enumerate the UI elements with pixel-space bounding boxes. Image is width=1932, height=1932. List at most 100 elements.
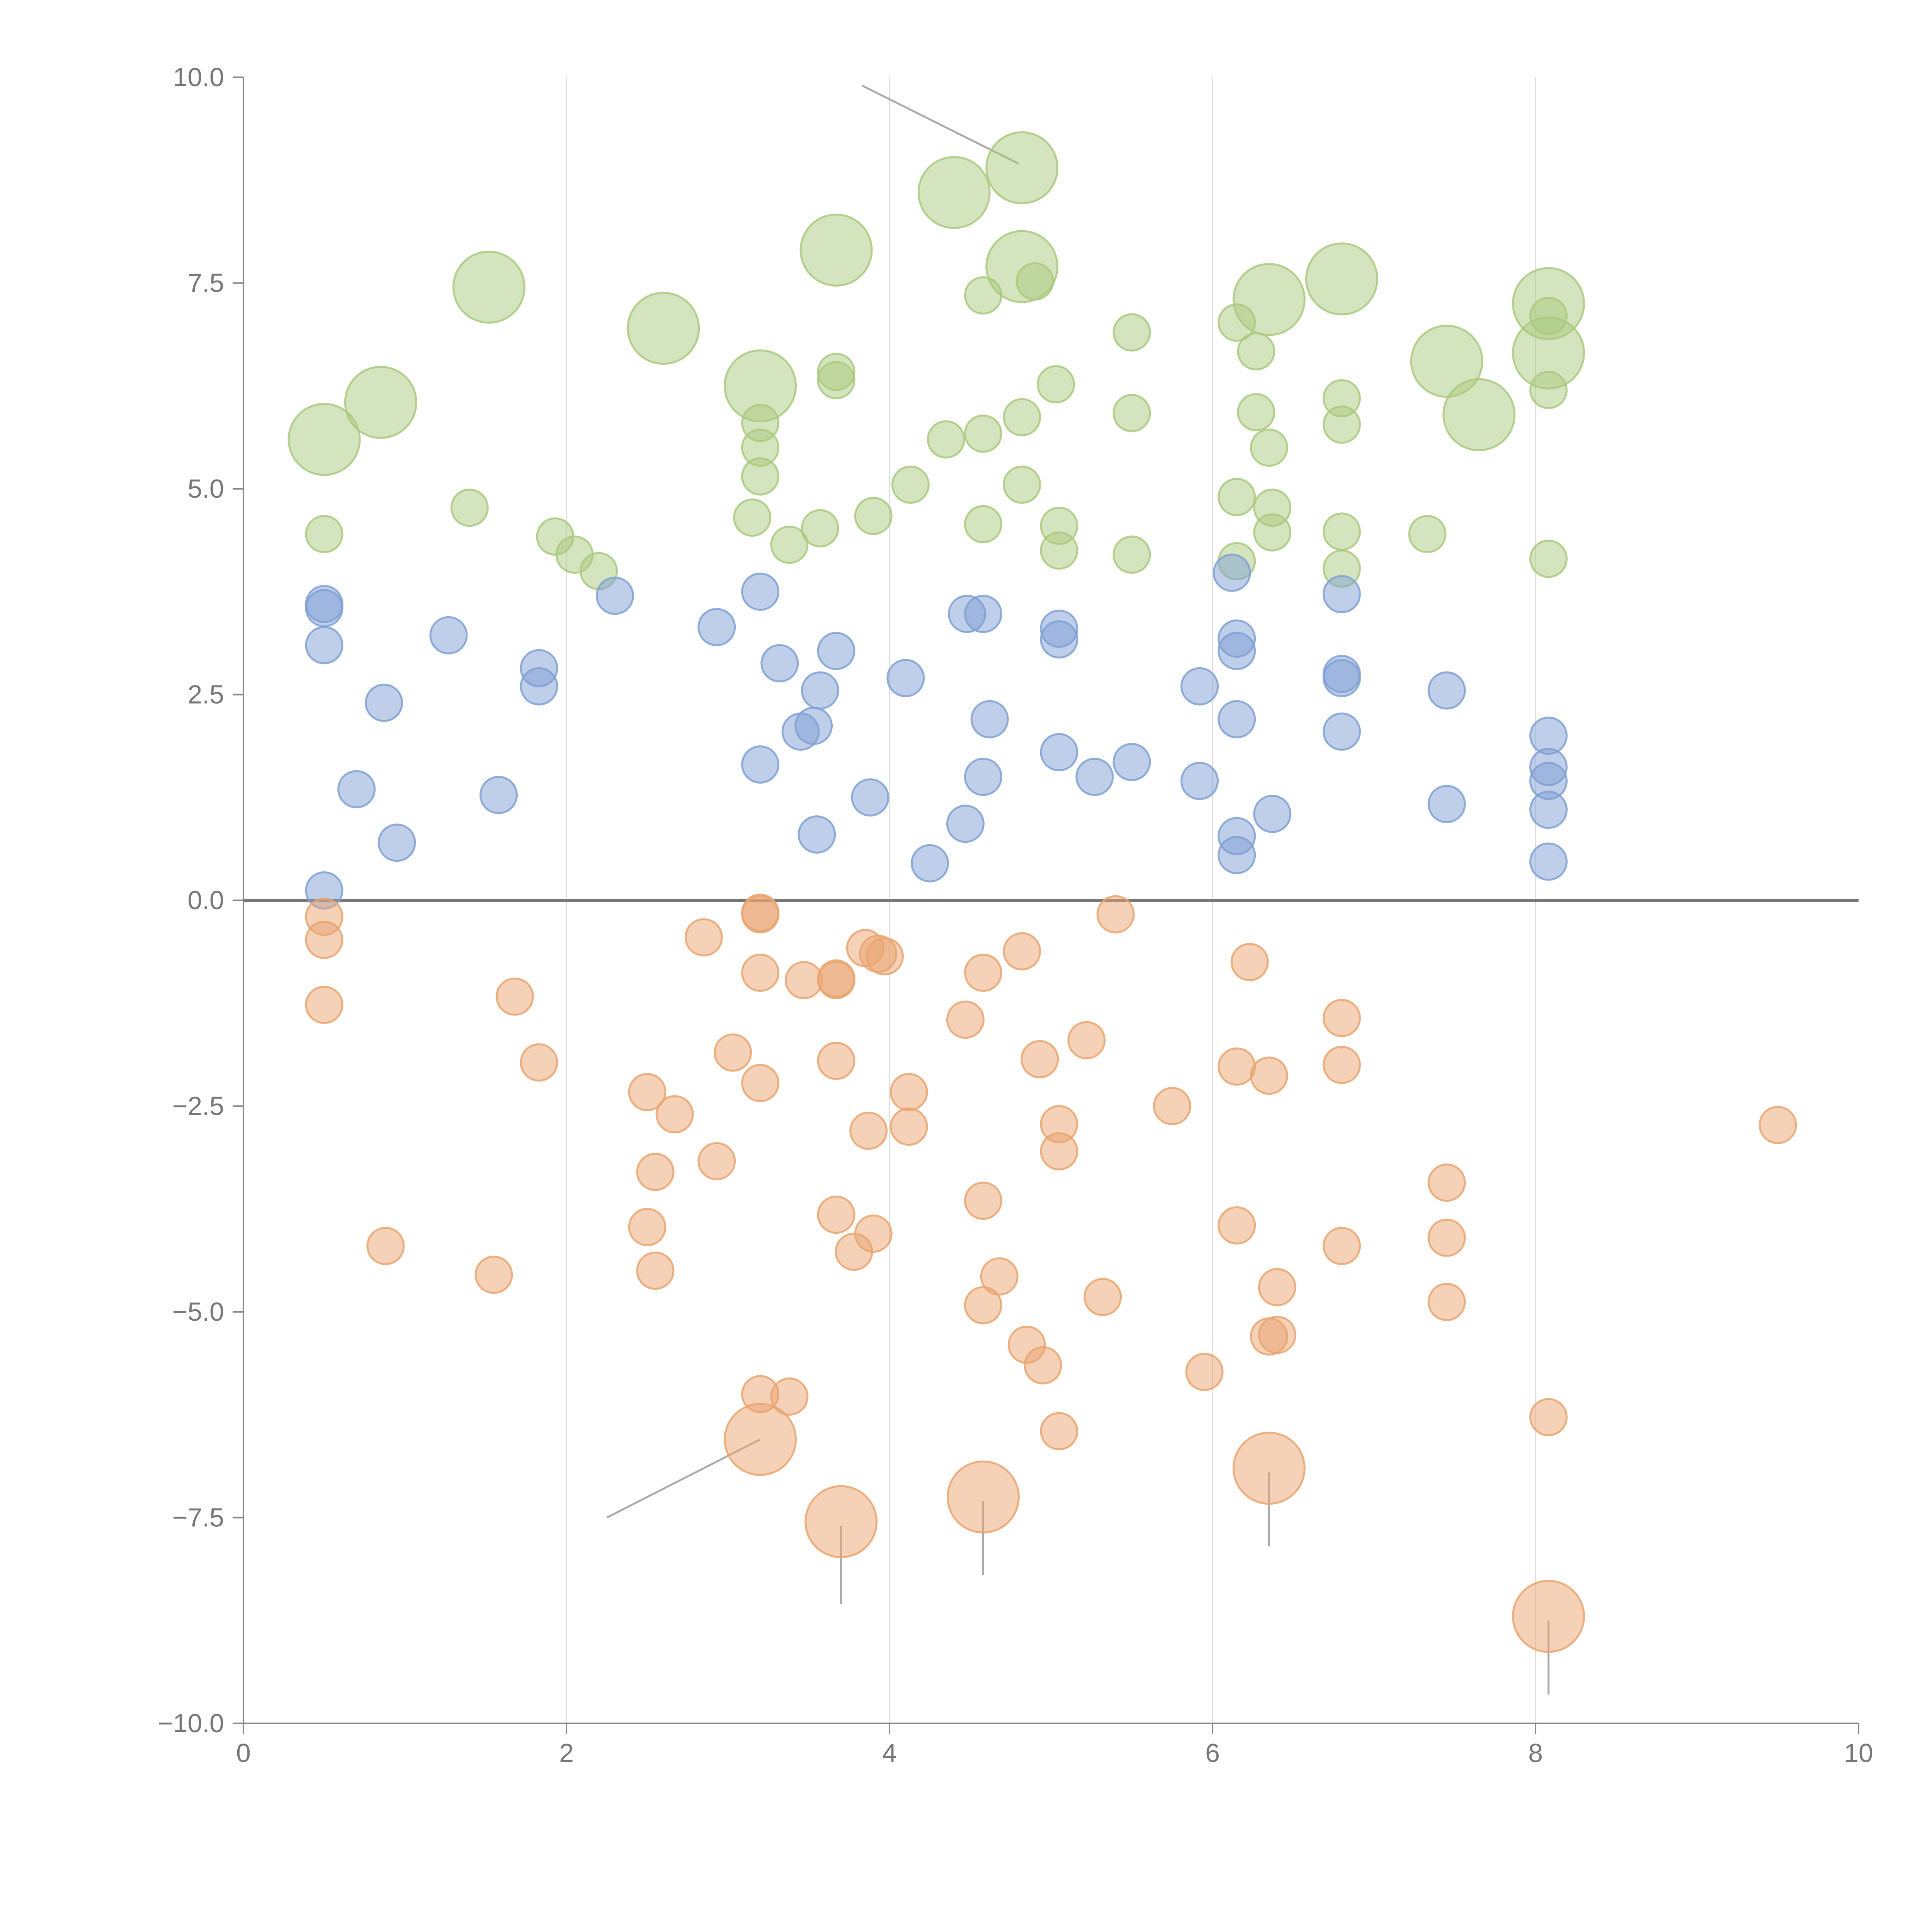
upper-point: [964, 276, 1002, 315]
middle-point: [697, 608, 736, 646]
middle-point: [886, 659, 925, 697]
y-tick-label: −2.5: [172, 1092, 224, 1121]
middle-point: [1218, 700, 1256, 738]
upper-point: [1253, 513, 1292, 552]
lower-point: [865, 937, 904, 976]
lower-point: [697, 1142, 736, 1180]
upper-point: [1322, 512, 1361, 551]
upper-point: [627, 292, 700, 365]
lower-point: [817, 961, 855, 1000]
lower-point: [770, 1377, 809, 1416]
upper-point: [1237, 332, 1276, 371]
lower-point: [1230, 943, 1269, 981]
upper-point: [1040, 531, 1078, 570]
upper-point: [1410, 325, 1483, 398]
lower-point: [849, 1111, 888, 1150]
y-tick-label: 2.5: [187, 680, 224, 709]
middle-point: [1322, 575, 1361, 614]
tick-label-layer: 10.0 7.5 5.0 2.5 0.0 −2.5 −5.0 −7.5 −10.0 0 2 4 6 8 10: [158, 63, 1873, 1768]
lower-point: [520, 1043, 558, 1082]
y-tick-label: −7.5: [172, 1503, 224, 1532]
lower-point: [784, 961, 823, 1000]
upper-point: [927, 420, 965, 459]
middle-point: [1180, 762, 1219, 800]
y-tick-label: 5.0: [187, 474, 224, 503]
upper-point: [1003, 398, 1041, 437]
middle-point: [1529, 842, 1568, 881]
upper-point: [287, 403, 361, 476]
middle-point: [479, 776, 518, 814]
lower-point: [1040, 1412, 1078, 1451]
lower-point: [1322, 999, 1361, 1037]
lower-point: [1258, 1268, 1296, 1306]
lower-point: [636, 1153, 675, 1191]
x-tick-label: 8: [1528, 1738, 1543, 1768]
lower-point: [1258, 1316, 1296, 1354]
upper-point: [817, 361, 855, 400]
x-tick-label: 6: [1205, 1738, 1220, 1768]
middle-point: [970, 700, 1009, 738]
lower-point: [946, 1460, 1020, 1534]
upper-point: [733, 498, 772, 537]
middle-point: [1427, 671, 1466, 710]
y-tick-label: −10.0: [158, 1709, 224, 1738]
lower-point: [495, 977, 534, 1016]
lower-point: [628, 1073, 667, 1111]
middle-point: [1180, 667, 1219, 706]
lower-point: [1427, 1282, 1466, 1321]
lower-point: [1427, 1218, 1466, 1257]
upper-point: [1408, 515, 1447, 553]
lower-point: [305, 986, 344, 1024]
x-tick-label: 2: [559, 1738, 574, 1768]
middle-point: [337, 770, 376, 808]
lower-point: [1427, 1163, 1466, 1202]
lower-point: [964, 1286, 1002, 1325]
upper-point: [741, 457, 780, 496]
middle-point: [1427, 785, 1466, 823]
middle-point: [429, 616, 468, 655]
middle-point: [1213, 553, 1251, 592]
x-tick-label: 4: [882, 1738, 897, 1768]
middle-point: [964, 758, 1002, 796]
upper-point: [1305, 242, 1378, 316]
x-tick-label: 0: [236, 1738, 251, 1768]
y-tick-label: 7.5: [187, 269, 224, 298]
lower-point: [1083, 1278, 1122, 1316]
middle-point: [1529, 791, 1568, 829]
lower-point: [305, 920, 344, 959]
lower-point: [714, 1033, 752, 1072]
middle-point: [1322, 712, 1361, 751]
y-tick-label: 10.0: [173, 63, 224, 92]
upper-point: [801, 509, 839, 548]
upper-point: [1003, 465, 1041, 504]
upper-point: [854, 497, 893, 535]
y-tick-label: 0.0: [187, 886, 224, 915]
upper-point: [450, 488, 489, 527]
upper-point: [964, 505, 1002, 544]
middle-point: [1322, 659, 1361, 697]
point-layer: [287, 131, 1797, 1653]
lower-point: [628, 1208, 667, 1247]
middle-point: [964, 595, 1002, 633]
middle-point: [1112, 743, 1151, 781]
lower-point: [964, 1181, 1002, 1220]
lower-point: [1759, 1105, 1797, 1144]
middle-point: [911, 844, 949, 883]
lower-point: [1003, 932, 1041, 971]
middle-point: [1218, 836, 1256, 874]
middle-point: [520, 667, 558, 706]
middle-point: [741, 745, 780, 784]
upper-point: [1112, 535, 1151, 574]
upper-point: [917, 156, 991, 229]
middle-point: [305, 626, 344, 665]
upper-point: [344, 366, 417, 439]
middle-point: [801, 671, 839, 710]
upper-point: [1037, 365, 1075, 403]
middle-point: [365, 684, 403, 722]
upper-point: [1250, 429, 1288, 467]
middle-point: [595, 577, 634, 615]
lower-point: [817, 1041, 855, 1080]
middle-point: [305, 589, 344, 628]
middle-point: [1218, 632, 1256, 670]
upper-point: [1112, 313, 1151, 352]
